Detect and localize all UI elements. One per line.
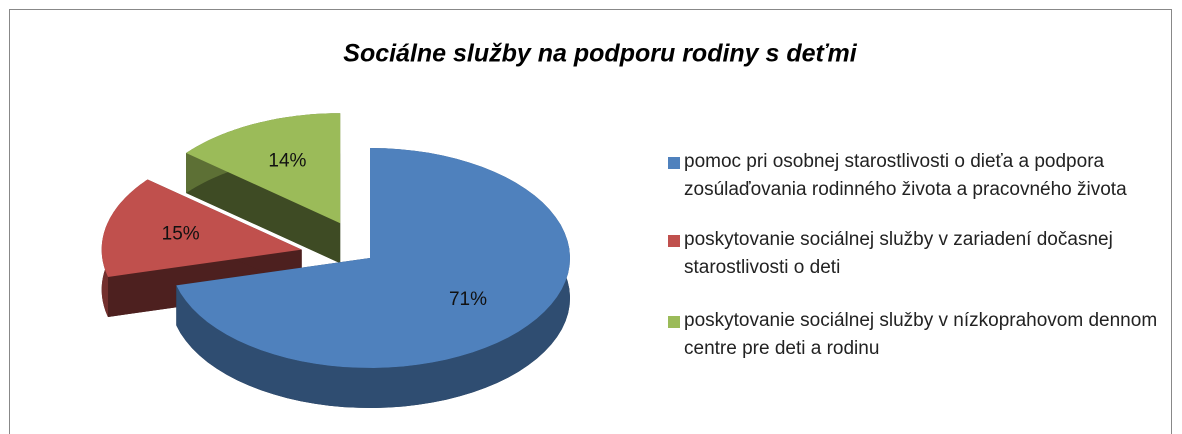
chart-border [9, 9, 1172, 434]
slice-cut-face [186, 153, 341, 264]
legend-swatch [668, 157, 680, 169]
pie-slice [176, 148, 571, 368]
data-label: 15% [162, 224, 200, 245]
legend-label: pomoc pri osobnej starostlivosti o dieťa… [684, 151, 1127, 200]
legend-label: poskytovanie sociálnej služby v nízkopra… [684, 310, 1158, 359]
pie-slice [186, 113, 341, 224]
data-label: 14% [268, 150, 306, 171]
data-label: 71% [449, 289, 487, 310]
legend-swatch [668, 235, 680, 247]
legend-swatch [668, 316, 680, 328]
chart-title: Sociálne služby na podporu rodiny s deťm… [343, 40, 857, 68]
legend-label: poskytovanie sociálnej služby v zariaden… [684, 229, 1113, 278]
pie-slice [101, 179, 302, 277]
